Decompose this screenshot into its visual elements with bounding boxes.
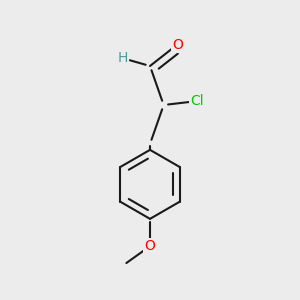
Text: H: H <box>118 51 128 65</box>
Text: Cl: Cl <box>190 94 204 108</box>
Text: O: O <box>145 239 155 253</box>
Text: O: O <box>172 38 183 52</box>
